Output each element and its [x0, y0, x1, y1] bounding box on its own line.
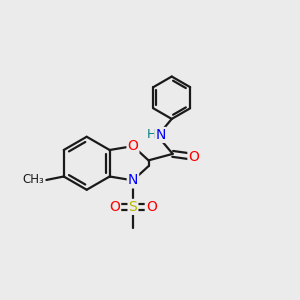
Text: CH₃: CH₃: [22, 173, 44, 187]
Text: N: N: [128, 173, 138, 188]
Text: O: O: [109, 200, 120, 214]
Text: O: O: [146, 200, 157, 214]
Text: O: O: [128, 139, 138, 153]
Text: N: N: [155, 128, 166, 142]
Text: H: H: [146, 128, 156, 141]
Text: O: O: [188, 150, 199, 164]
Text: S: S: [129, 200, 137, 214]
